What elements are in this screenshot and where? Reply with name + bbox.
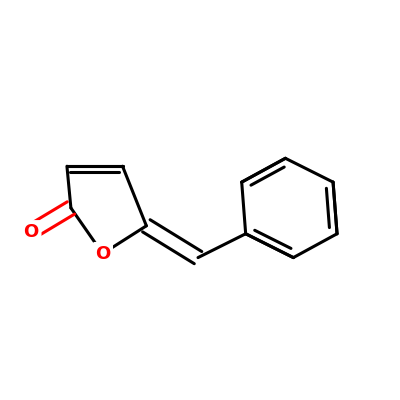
Text: O: O xyxy=(95,245,110,263)
Text: O: O xyxy=(24,223,39,241)
